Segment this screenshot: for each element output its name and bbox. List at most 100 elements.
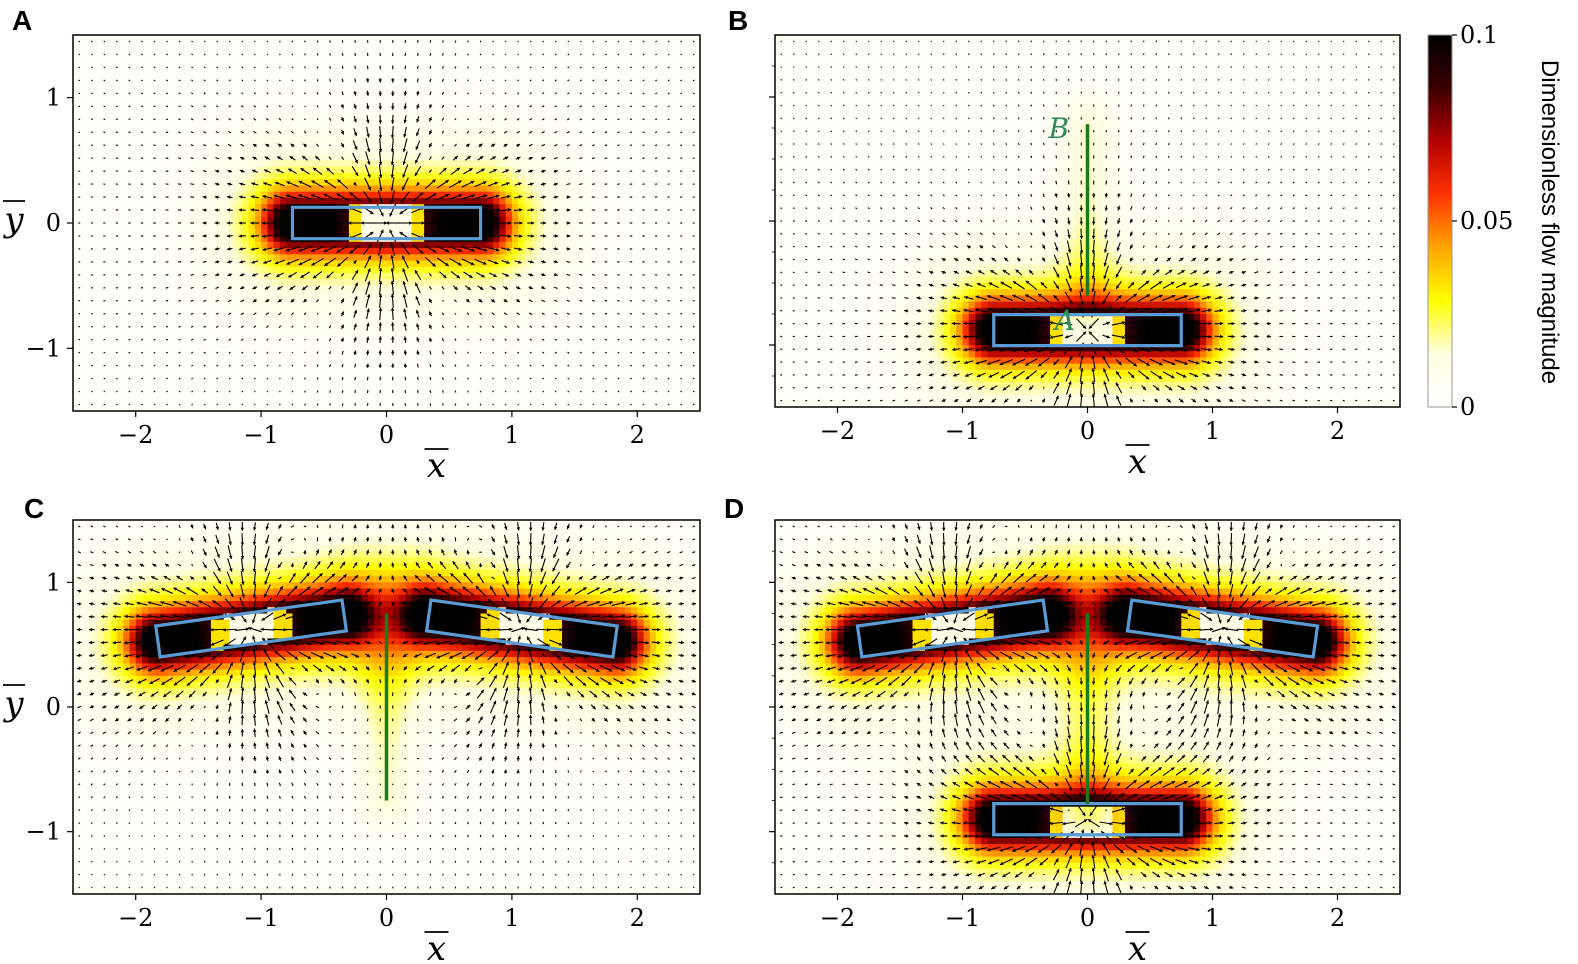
- heatmap-cell: [399, 35, 406, 42]
- heatmap-cell: [549, 191, 557, 199]
- heatmap-cell: [424, 191, 431, 199]
- heatmap-cell: [135, 91, 143, 99]
- heatmap-cell: [192, 260, 199, 268]
- heatmap-cell: [430, 160, 438, 168]
- heatmap-cell: [292, 122, 300, 130]
- heatmap-cell: [424, 254, 431, 262]
- heatmap-cell: [649, 78, 657, 86]
- heatmap-cell: [668, 210, 676, 218]
- heatmap-cell: [167, 110, 174, 118]
- heatmap-cell: [173, 235, 181, 243]
- heatmap-cell: [543, 72, 551, 80]
- heatmap-cell: [167, 298, 174, 306]
- heatmap-cell: [286, 47, 294, 55]
- heatmap-cell: [311, 147, 319, 155]
- heatmap-cell: [380, 85, 388, 92]
- heatmap-cell: [317, 323, 325, 331]
- heatmap-cell: [643, 260, 651, 268]
- heatmap-cell: [148, 97, 156, 105]
- heatmap-cell: [167, 185, 174, 193]
- heatmap-cell: [605, 291, 613, 299]
- heatmap-cell: [580, 103, 588, 111]
- heatmap-cell: [304, 266, 312, 274]
- heatmap-cell: [336, 110, 344, 118]
- heatmap-cell: [323, 266, 331, 274]
- heatmap-cell: [373, 335, 381, 343]
- heatmap-cell: [273, 41, 281, 49]
- heatmap-cell: [518, 223, 526, 230]
- heatmap-cell: [116, 35, 124, 42]
- heatmap-cell: [361, 223, 369, 230]
- heatmap-cell: [173, 298, 181, 306]
- heatmap-cell: [129, 35, 137, 42]
- heatmap-cell: [286, 147, 294, 155]
- heatmap-cell: [493, 66, 500, 74]
- heatmap-cell: [223, 329, 231, 337]
- heatmap-cell: [605, 310, 613, 318]
- heatmap-cell: [79, 216, 87, 224]
- heatmap-cell: [73, 260, 80, 268]
- heatmap-cell: [612, 166, 620, 174]
- heatmap-cell: [223, 197, 231, 205]
- heatmap-cell: [273, 185, 281, 193]
- heatmap-cell: [536, 342, 544, 349]
- heatmap-cell: [204, 147, 212, 155]
- heatmap-cell: [649, 197, 657, 205]
- heatmap-cell: [580, 185, 588, 193]
- heatmap-cell: [267, 329, 275, 337]
- heatmap-cell: [436, 197, 444, 205]
- heatmap-cell: [468, 129, 475, 136]
- heatmap-cell: [624, 298, 632, 306]
- heatmap-cell: [311, 241, 319, 249]
- heatmap-cell: [505, 160, 513, 168]
- heatmap-cell: [210, 191, 218, 199]
- heatmap-cell: [631, 304, 638, 312]
- heatmap-cell: [599, 298, 607, 306]
- heatmap-cell: [536, 317, 544, 324]
- heatmap-cell: [480, 66, 488, 74]
- heatmap-cell: [123, 229, 131, 237]
- heatmap-cell: [242, 185, 250, 193]
- heatmap-cell: [511, 191, 519, 199]
- heatmap-cell: [530, 135, 538, 143]
- heatmap-cell: [693, 335, 700, 343]
- heatmap-cell: [223, 47, 231, 55]
- heatmap-cell: [167, 210, 174, 218]
- heatmap-cell: [637, 135, 645, 143]
- heatmap-cell: [461, 291, 469, 299]
- heatmap-cell: [336, 210, 344, 218]
- heatmap-cell: [637, 229, 645, 237]
- heatmap-cell: [286, 342, 294, 349]
- heatmap-cell: [511, 135, 519, 143]
- heatmap-cell: [192, 60, 199, 67]
- heatmap-cell: [73, 285, 80, 293]
- heatmap-cell: [116, 298, 124, 306]
- heatmap-cell: [210, 141, 218, 149]
- heatmap-cell: [511, 329, 519, 337]
- heatmap-cell: [493, 122, 500, 130]
- heatmap-cell: [167, 216, 174, 224]
- heatmap-cell: [367, 323, 375, 331]
- heatmap-cell: [392, 135, 400, 143]
- heatmap-cell: [98, 285, 105, 293]
- heatmap-cell: [455, 317, 463, 324]
- heatmap-cell: [674, 147, 682, 155]
- heatmap-cell: [536, 135, 544, 143]
- heatmap-cell: [631, 60, 638, 67]
- heatmap-cell: [543, 41, 551, 49]
- heatmap-cell: [618, 235, 626, 243]
- heatmap-cell: [430, 135, 438, 143]
- heatmap-cell: [104, 72, 112, 80]
- heatmap-cell: [173, 154, 181, 161]
- heatmap-cell: [348, 335, 356, 343]
- heatmap-cell: [248, 285, 256, 293]
- heatmap-cell: [543, 223, 551, 230]
- heatmap-cell: [292, 53, 300, 61]
- heatmap-cell: [424, 85, 431, 92]
- heatmap-cell: [85, 85, 93, 92]
- heatmap-cell: [185, 216, 193, 224]
- heatmap-cell: [668, 35, 676, 42]
- heatmap-cell: [154, 254, 162, 262]
- heatmap-cell: [267, 160, 275, 168]
- heatmap-cell: [304, 279, 312, 287]
